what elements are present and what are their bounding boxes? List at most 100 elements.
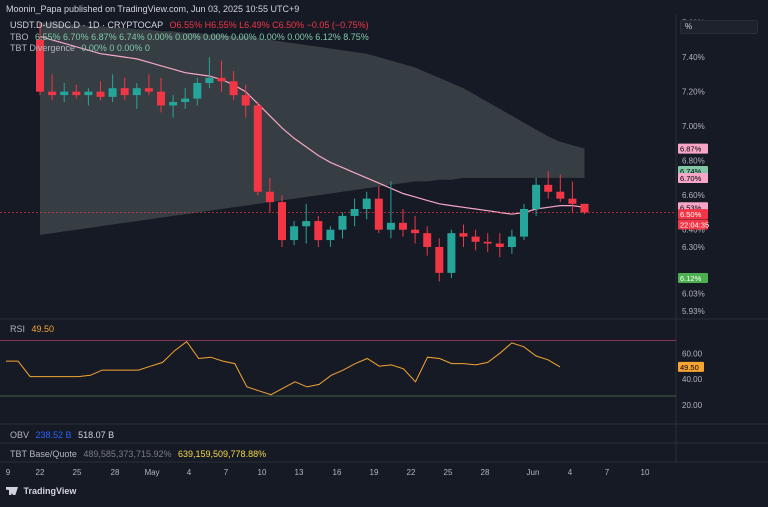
obv-label[interactable]: OBV: [10, 430, 30, 440]
candle: [544, 171, 553, 199]
legend-tbo-row: TBO 6.55% 6.70% 6.87% 6.74% 0.00% 0.00% …: [10, 32, 369, 42]
price-badge-bg: [678, 219, 708, 230]
candle-body: [60, 91, 69, 96]
obv-value-2: 518.07 B: [78, 430, 115, 440]
candle-body: [193, 83, 202, 99]
candle-body: [265, 191, 274, 203]
candle-body: [181, 98, 190, 103]
candle: [217, 60, 226, 92]
time-tick-label: May: [144, 468, 159, 477]
price-tick-label: 5.93%: [682, 307, 705, 316]
candle-body: [435, 246, 444, 273]
candle: [132, 83, 141, 109]
candle-body: [350, 209, 359, 216]
rsi-badge-bg: [678, 361, 704, 372]
price-badge-bg: [678, 209, 708, 220]
ema-line: [39, 35, 585, 215]
time-tick-label: 13: [295, 468, 304, 477]
candle: [350, 198, 359, 227]
price-tick-label: 7.00%: [682, 122, 705, 131]
price-tick-label: 6.80%: [682, 157, 705, 166]
candle: [96, 81, 105, 101]
candle: [290, 221, 299, 246]
candle-body: [520, 209, 528, 237]
candle: [507, 229, 516, 254]
candle: [157, 77, 165, 113]
tbt-label[interactable]: TBT Base/Quote: [10, 449, 77, 459]
percent-toggle-button[interactable]: %: [680, 20, 758, 34]
time-tick-label: 28: [111, 468, 120, 477]
legend-tbo-label[interactable]: TBO: [10, 32, 29, 42]
candle: [423, 226, 432, 256]
candle-body: [36, 39, 44, 92]
candle-body: [447, 233, 456, 273]
tbt-value-2: 639,159,509,778.88%: [178, 449, 267, 459]
time-tick-label: 9: [6, 468, 11, 477]
candle-body: [241, 95, 250, 106]
price-badge-label: 22:04:35: [680, 221, 709, 230]
candle: [459, 224, 468, 247]
obv-legend: OBV 238.52 B 518.07 B: [10, 430, 114, 440]
candle-body: [386, 222, 395, 230]
price-badge-label: 6.50%: [680, 210, 702, 219]
candle-body: [580, 203, 589, 213]
price-tick-label: 6.03%: [682, 290, 705, 299]
candle: [580, 203, 589, 215]
candle-body: [144, 88, 153, 92]
time-tick-label: 10: [641, 468, 650, 477]
candle: [399, 209, 407, 237]
time-tick-label: 28: [481, 468, 490, 477]
rsi-tick-label: 40.00: [682, 375, 703, 384]
tbo-cloud: [40, 22, 585, 235]
time-tick-label: 25: [444, 468, 453, 477]
candle-body: [96, 91, 105, 97]
candle: [241, 84, 250, 118]
candle: [471, 229, 480, 251]
tbt-legend: TBT Base/Quote 489,585,373,715.92% 639,1…: [10, 449, 266, 459]
candle: [338, 212, 347, 239]
candle: [84, 88, 93, 106]
rsi-label[interactable]: RSI: [10, 324, 26, 334]
legend-tbo-values: 6.55% 6.70% 6.87% 6.74% 0.00% 0.00% 0.00…: [35, 32, 369, 42]
candle-body: [108, 88, 117, 97]
candle-body: [217, 77, 226, 82]
candle: [386, 181, 395, 239]
candle-body: [205, 77, 214, 84]
candle: [205, 57, 214, 89]
legend-divergence-label[interactable]: TBT Divergence: [10, 43, 75, 53]
price-badge-bg: [678, 172, 708, 183]
candle: [362, 191, 371, 220]
candle: [253, 102, 262, 196]
publisher-line: Moonin_Papa published on TradingView.com…: [6, 4, 300, 14]
price-tick-label: 6.60%: [682, 191, 705, 200]
legend-symbol[interactable]: USDT.D-USDC.D · 1D · CRYPTOCAP: [10, 20, 164, 30]
candle-body: [471, 236, 480, 242]
tradingview-logo[interactable]: TradingView: [6, 486, 76, 496]
price-badge-label: 6.12%: [680, 274, 702, 283]
tbt-value-1: 489,585,373,715.92%: [83, 449, 172, 459]
rsi-tick-label: 60.00: [682, 349, 703, 358]
candle: [411, 215, 420, 244]
time-tick-label: 4: [187, 468, 192, 477]
candle-body: [72, 91, 81, 96]
candle-body: [374, 198, 383, 230]
time-tick-label: 22: [36, 468, 45, 477]
candle-body: [278, 202, 286, 241]
candle: [120, 77, 129, 101]
candle: [447, 229, 456, 279]
price-badge: 22:04:35: [678, 219, 709, 230]
candle-body: [362, 198, 371, 210]
candle-body: [169, 102, 178, 106]
price-tick-label: 7.20%: [682, 88, 705, 97]
time-tick-label: 22: [407, 468, 416, 477]
candle-body: [544, 184, 553, 192]
price-badge: 6.87%: [678, 143, 708, 154]
candle: [568, 181, 577, 213]
candle-body: [120, 88, 129, 96]
candle-body: [556, 191, 565, 199]
candle: [36, 22, 44, 96]
candle-body: [495, 243, 504, 247]
candle-body: [132, 88, 141, 96]
candle-body: [84, 91, 93, 96]
